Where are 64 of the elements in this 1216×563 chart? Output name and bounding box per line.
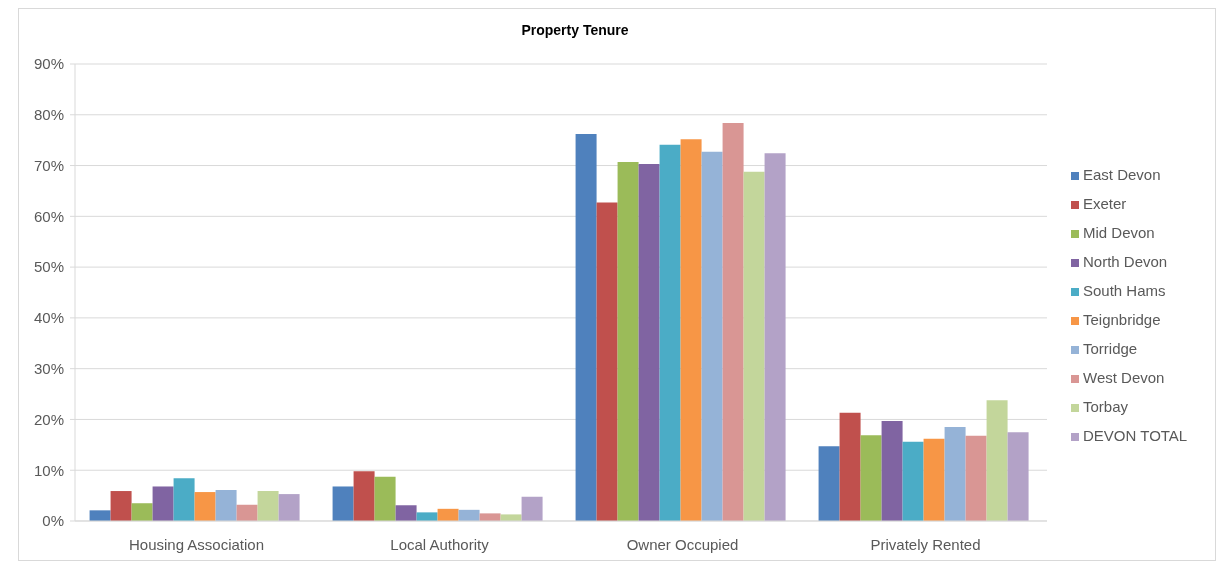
y-tick-label: 70% [33,156,64,174]
legend-label: South Hams [1083,282,1166,299]
legend-label: East Devon [1083,166,1161,183]
bar [902,441,924,521]
y-tick-label: 20% [33,410,64,428]
bar [152,486,174,521]
y-tick-label: 40% [33,309,64,327]
bar [680,139,702,521]
bar [131,503,153,521]
bar [1007,432,1029,521]
bar [965,435,987,521]
x-tick-label: Housing Association [128,535,265,553]
y-tick-label: 90% [33,55,64,73]
bar [332,486,354,521]
bar [881,420,903,521]
bar [839,412,861,521]
y-tick-label: 60% [33,207,64,225]
legend-label: Mid Devon [1083,224,1155,241]
bar [923,438,945,521]
bar [89,510,111,521]
bar [764,153,786,521]
bar [818,446,840,521]
bar [860,435,882,521]
bar [944,427,966,521]
legend-label: Exeter [1083,195,1127,212]
legend-label: Teignbridge [1083,311,1161,328]
bar [521,496,543,521]
y-tick-label: 10% [33,461,64,479]
y-tick-label: 30% [33,359,64,377]
bar [596,202,618,521]
bar [395,505,417,521]
bar [575,134,597,521]
legend-label: DEVON TOTAL [1083,427,1188,444]
bar [701,151,723,521]
legend-label: Torridge [1083,340,1138,357]
legend-label: Torbay [1083,398,1129,415]
x-tick-label: Privately Rented [870,535,981,553]
x-tick-label: Owner Occupied [626,535,739,553]
bar [194,492,216,521]
legend-label: West Devon [1083,369,1165,386]
bar [986,400,1008,521]
y-tick-label: 80% [33,106,64,124]
bar [500,514,522,521]
bar [173,478,195,521]
bar [638,164,660,521]
bar [416,512,438,521]
y-tick-label: 0% [42,512,64,530]
bar [617,162,639,521]
bar [257,491,279,521]
x-tick-label: Local Authority [390,535,490,553]
bar [215,490,237,521]
bar [743,171,765,521]
bar [353,471,375,521]
bar [479,513,501,521]
bar [236,504,258,521]
bar [110,491,132,521]
legend-label: North Devon [1083,253,1168,270]
bar [722,122,744,521]
bar [278,494,300,521]
bar [374,476,396,521]
y-tick-label: 50% [33,258,64,276]
bar [659,144,681,521]
chart-title: Property Tenure [520,21,630,39]
bar [437,508,459,521]
